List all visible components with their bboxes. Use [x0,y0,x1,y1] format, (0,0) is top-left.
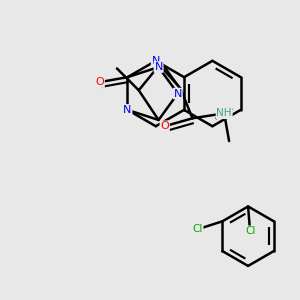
Text: Cl: Cl [245,226,255,236]
Text: NH: NH [216,108,232,118]
Text: N: N [174,88,182,98]
Text: Cl: Cl [192,224,203,234]
Text: O: O [95,77,104,87]
Text: O: O [160,121,169,131]
Text: N: N [123,105,132,115]
Text: N: N [154,62,163,72]
Text: N: N [152,56,160,66]
